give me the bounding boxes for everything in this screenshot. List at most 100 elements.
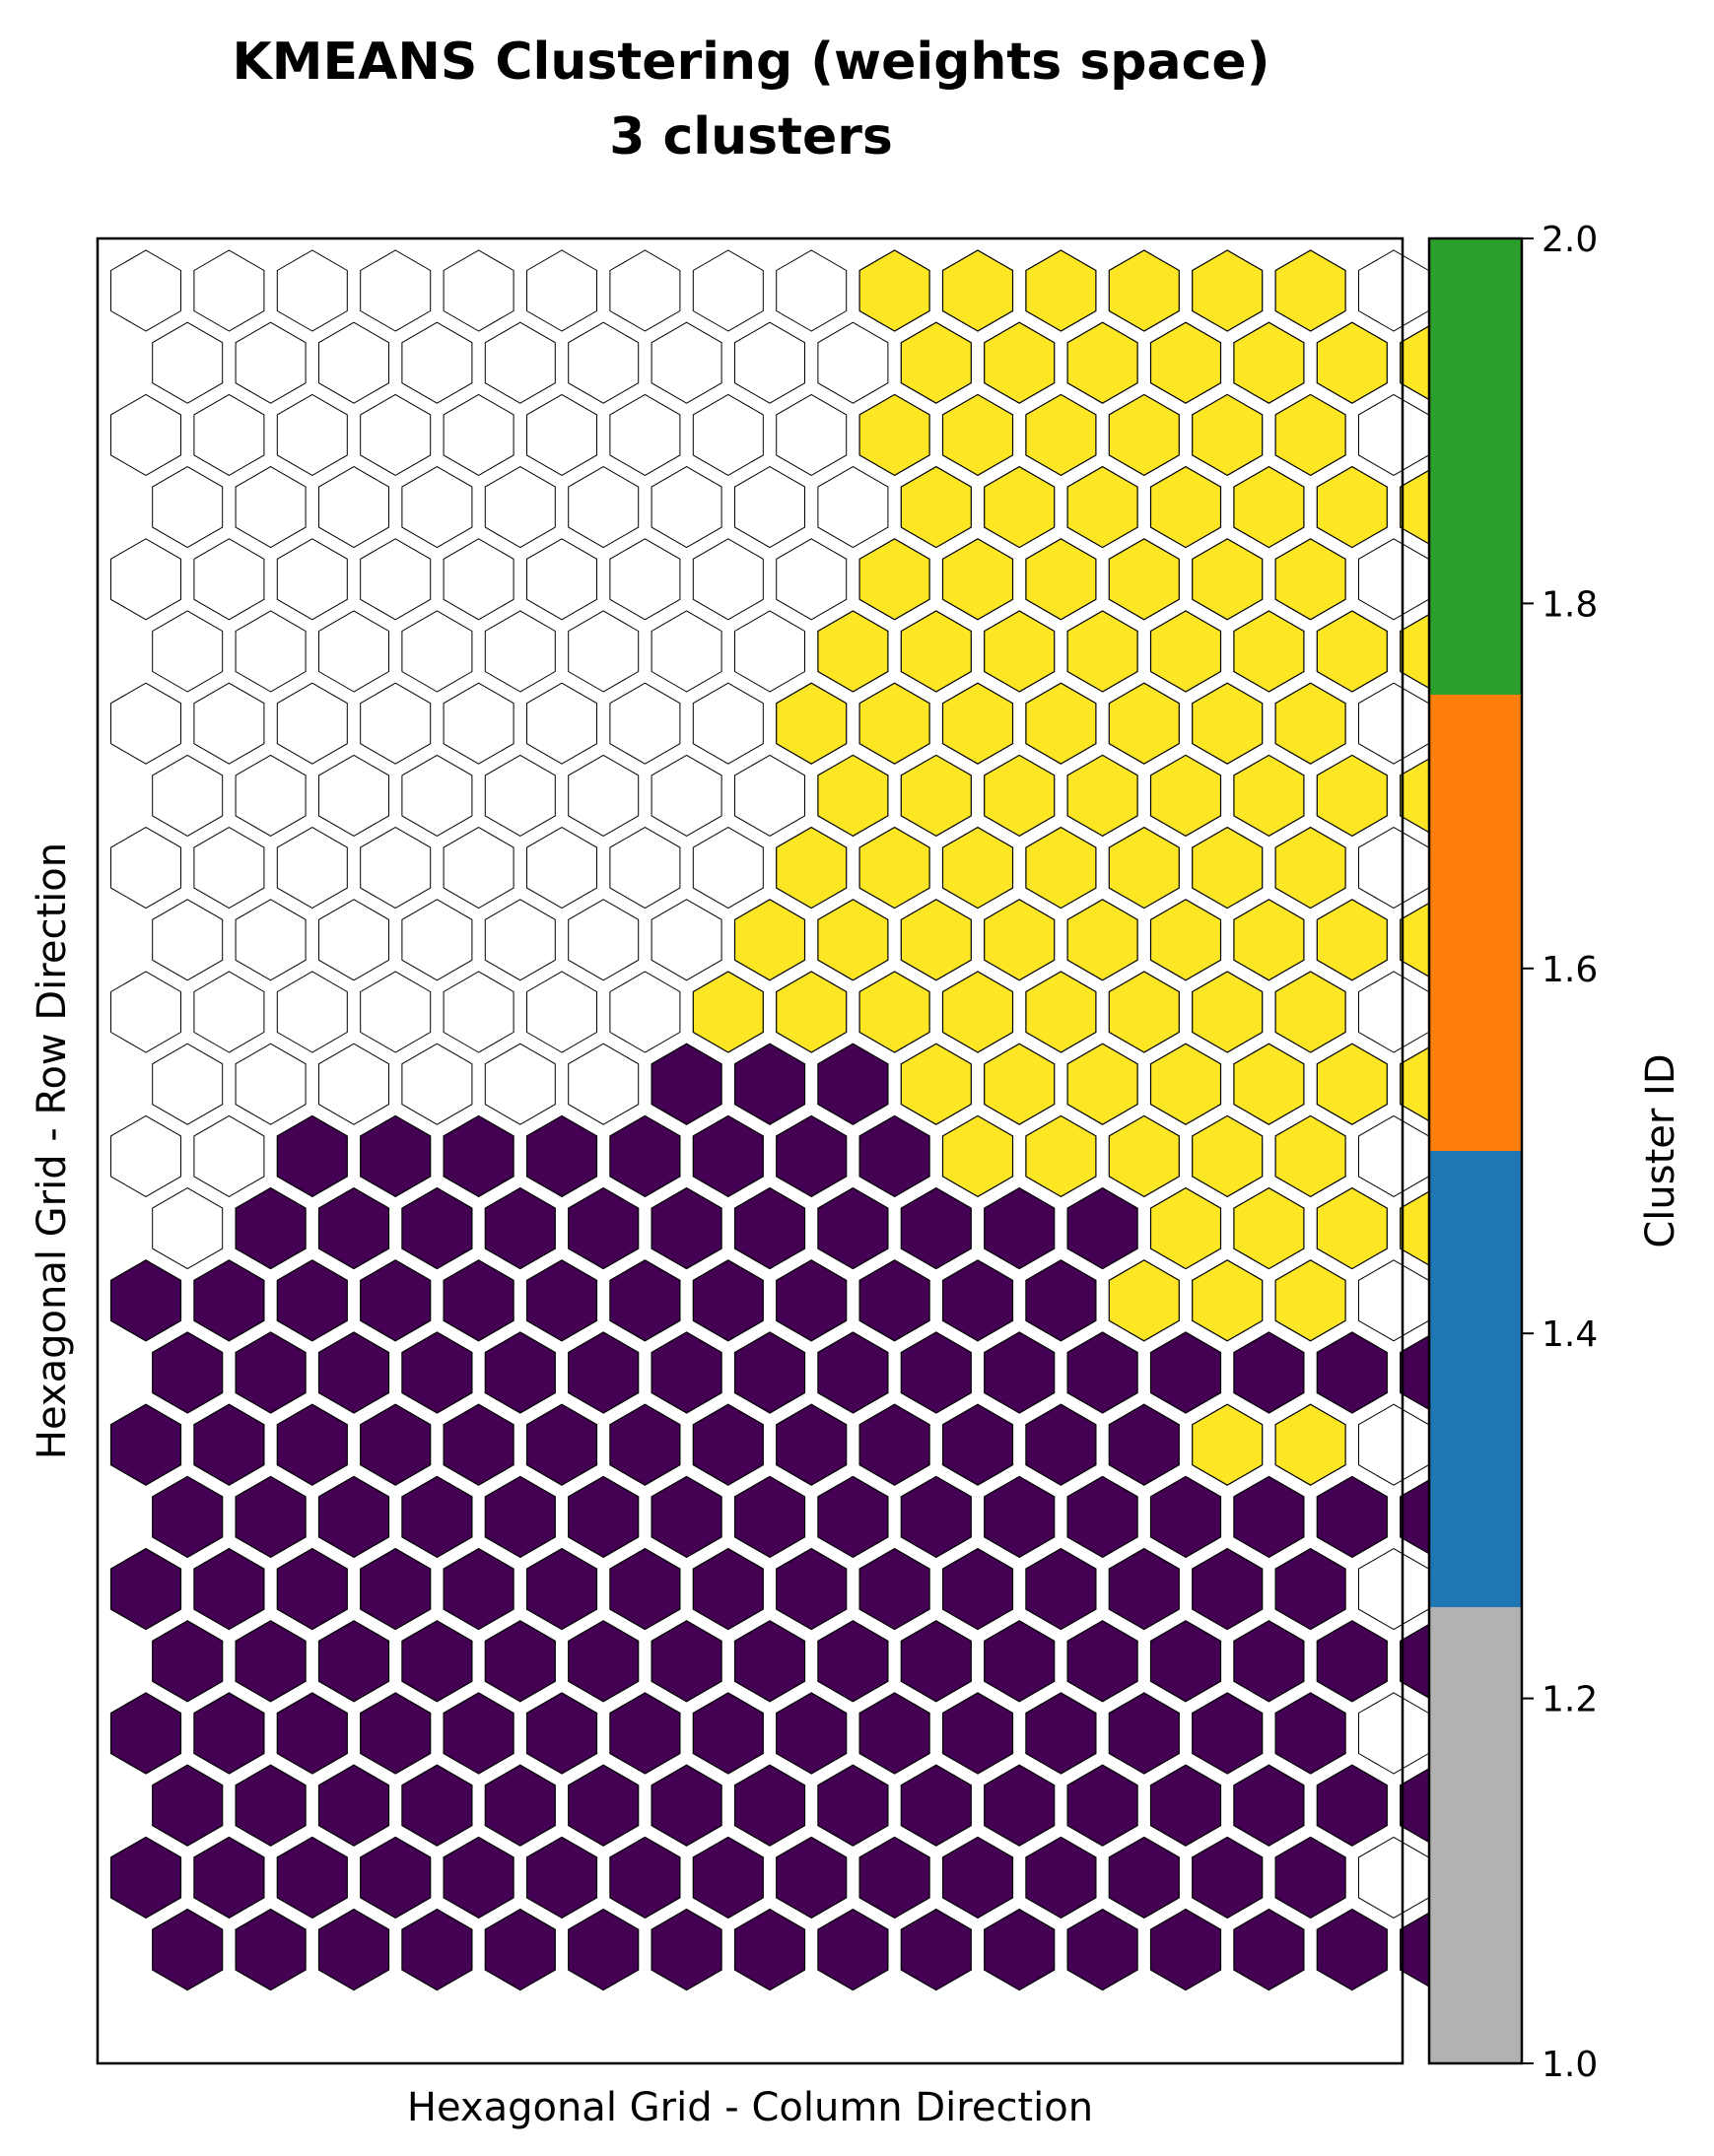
hex-cell <box>1025 1259 1097 1342</box>
hex-cell <box>152 610 224 693</box>
hex-cell <box>1316 610 1388 693</box>
hex-cell <box>193 1114 265 1197</box>
hex-cell <box>193 827 265 910</box>
hex-cell <box>651 1043 722 1125</box>
hex-cell <box>401 1331 473 1414</box>
colorbar-frame <box>1427 236 1524 2065</box>
hex-cell <box>609 393 681 476</box>
hex-cell <box>1149 1764 1222 1847</box>
hex-cell <box>1274 1403 1346 1486</box>
hex-cell <box>1025 1114 1097 1198</box>
hex-cell <box>651 899 722 981</box>
colorbar-tick-label: 1.4 <box>1542 1314 1598 1355</box>
hex-cell <box>858 971 930 1053</box>
colorbar-ticks: 1.0 1.2 1.4 1.6 1.8 2.0 <box>1522 220 1598 2085</box>
hex-cell <box>1358 682 1429 765</box>
hex-cell <box>443 249 514 332</box>
hex-cell <box>443 827 514 910</box>
hex-cell <box>733 1043 806 1125</box>
hex-cell <box>318 1043 389 1125</box>
hex-cell <box>318 466 389 549</box>
hex-cell <box>734 754 805 837</box>
y-axis-label: Hexagonal Grid - Row Direction <box>30 842 75 1459</box>
hex-cell <box>651 1764 722 1847</box>
hex-cell <box>317 1908 390 1991</box>
hex-cell <box>941 971 1014 1053</box>
hex-cell <box>733 1764 806 1847</box>
hex-cell <box>1316 1331 1388 1414</box>
hex-cell <box>276 1836 348 1920</box>
hex-cell <box>941 249 1014 332</box>
hex-cell <box>900 1475 972 1559</box>
hex-cell <box>443 1259 514 1342</box>
hex-cell <box>609 971 681 1053</box>
hex-cell <box>776 1692 848 1775</box>
hex-cell <box>193 393 265 476</box>
hex-cell <box>651 1475 722 1559</box>
hex-cell <box>1066 1186 1138 1270</box>
hex-cell <box>360 971 432 1053</box>
hex-cell <box>1316 899 1388 981</box>
hex-cell <box>317 1331 390 1414</box>
hex-cell <box>525 1547 598 1631</box>
hex-cell <box>733 1186 806 1270</box>
hex-cell <box>360 249 432 332</box>
hex-cell <box>235 899 307 981</box>
hex-cell <box>443 1692 514 1775</box>
hex-cell <box>317 1186 390 1270</box>
hex-cell <box>568 1475 640 1559</box>
colorbar-tick-label: 1.8 <box>1542 584 1598 625</box>
hex-cell <box>651 466 722 549</box>
hex-cell <box>984 1331 1056 1414</box>
hex-cell <box>1192 1692 1264 1775</box>
hex-cell <box>525 1114 598 1198</box>
hex-cell <box>1149 754 1222 838</box>
hex-cell <box>484 321 556 404</box>
hex-cell <box>443 1403 514 1486</box>
hex-cell <box>776 682 848 765</box>
hex-grid <box>109 249 1472 1991</box>
hex-cell <box>817 754 889 838</box>
hex-cell <box>1108 1692 1180 1775</box>
hex-cell <box>235 1475 307 1559</box>
hex-cell <box>1025 393 1097 477</box>
hex-cell <box>484 899 556 981</box>
hex-cell <box>1358 249 1429 332</box>
hex-cell <box>276 538 348 621</box>
hex-cell <box>733 1475 806 1559</box>
hex-cell <box>900 465 972 549</box>
hex-cell <box>1316 1475 1388 1559</box>
hex-cell <box>484 1043 556 1125</box>
chart-subtitle: 3 clusters <box>609 107 893 167</box>
hex-cell <box>526 971 597 1053</box>
hex-cell <box>900 754 972 838</box>
hex-cell <box>152 899 224 981</box>
hex-cell <box>1066 899 1138 981</box>
hex-cell <box>525 1403 598 1486</box>
colorbar-tick-label: 1.0 <box>1542 2045 1598 2085</box>
hex-cell <box>900 1331 972 1414</box>
hex-cell <box>858 1692 930 1775</box>
hex-cell <box>276 1692 348 1775</box>
hex-cell <box>526 393 597 476</box>
hex-cell <box>1233 1908 1305 1991</box>
hex-cell <box>152 466 224 549</box>
hex-cell <box>1108 1259 1180 1342</box>
hex-cell <box>276 1547 348 1631</box>
hex-cell <box>1025 1836 1097 1920</box>
hex-cell <box>276 971 348 1053</box>
hex-cell <box>360 1259 432 1342</box>
hex-cell <box>1233 1620 1305 1703</box>
hex-cell <box>1274 826 1346 910</box>
hex-cell <box>484 1764 556 1847</box>
hex-cell <box>152 754 224 837</box>
hex-cell <box>152 1475 224 1559</box>
hex-cell <box>651 1186 722 1270</box>
hex-cell <box>1233 610 1305 693</box>
hex-cell <box>1066 754 1138 838</box>
hex-cell <box>858 249 930 332</box>
hex-cell <box>1274 1114 1346 1198</box>
hex-cell <box>692 1259 764 1342</box>
hex-cell <box>152 1908 224 1991</box>
